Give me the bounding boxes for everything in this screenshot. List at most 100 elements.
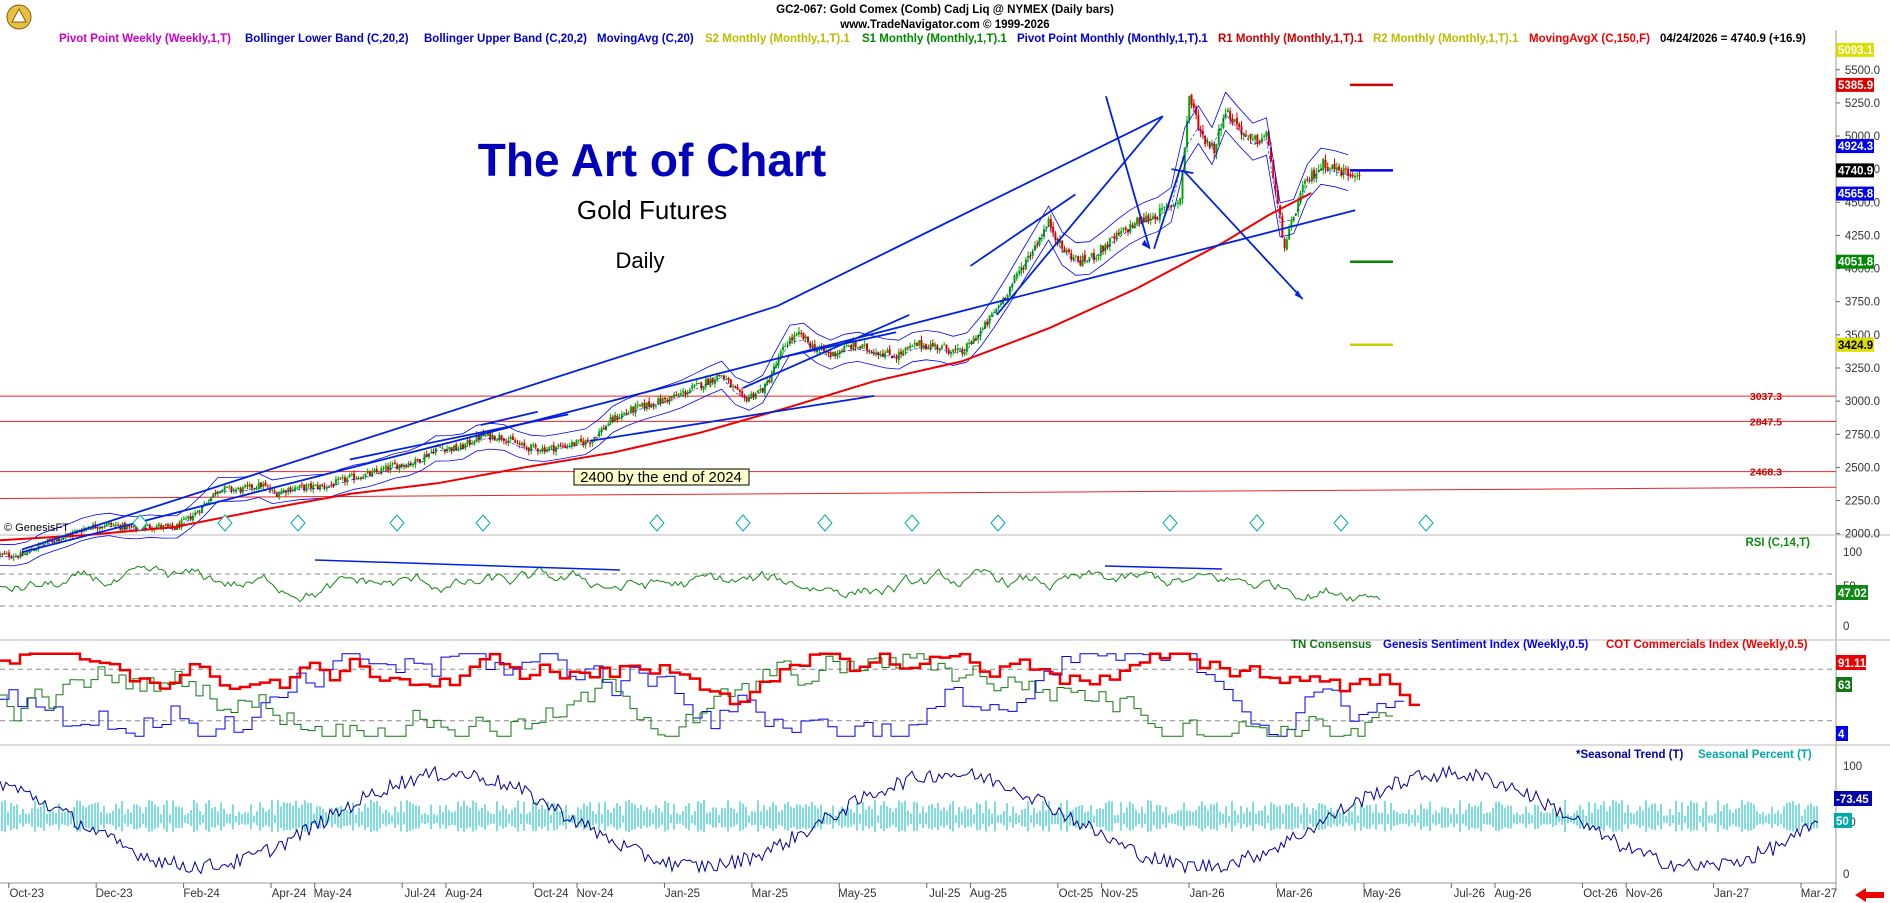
candle-body <box>248 484 251 487</box>
candle-body <box>827 351 830 354</box>
candle-body <box>1047 218 1050 227</box>
candle-body <box>713 380 716 384</box>
candle-body <box>1095 257 1098 260</box>
candle-body <box>993 312 996 314</box>
candle-body <box>834 352 837 356</box>
candle-body <box>278 493 281 498</box>
candle-body <box>425 454 428 458</box>
seasonal-percent-legend: Seasonal Percent (T) <box>1698 749 1812 761</box>
candle-body <box>375 468 378 472</box>
candle-body <box>491 434 494 439</box>
candle-body <box>114 524 117 526</box>
candle-body <box>1329 168 1332 170</box>
date-tick-label: Jan-26 <box>1189 888 1224 900</box>
candle-body <box>965 343 968 352</box>
candle-body <box>736 387 739 390</box>
candle-body <box>654 405 657 407</box>
candle-body <box>350 473 353 475</box>
rsi-line <box>0 565 1381 603</box>
candle-body <box>368 471 371 476</box>
candle-body <box>909 345 912 349</box>
moving-avg-x-line <box>0 192 1312 542</box>
candle-body <box>775 364 778 368</box>
candle-body <box>339 478 342 480</box>
price-tick-label: 3750.0 <box>1845 297 1880 309</box>
candle-body <box>943 344 946 346</box>
trendline <box>777 115 1164 307</box>
candle-body <box>593 437 596 440</box>
candle-body <box>729 379 732 388</box>
candle-body <box>257 482 260 490</box>
candle-body <box>988 315 991 324</box>
candle-body <box>766 381 769 386</box>
candle-body <box>1229 111 1232 120</box>
candle-body <box>795 333 798 336</box>
trendline <box>969 193 1076 267</box>
candle-body <box>1353 175 1356 177</box>
candle-body <box>337 478 340 481</box>
candle-body <box>986 321 989 325</box>
candle-body <box>1099 244 1102 257</box>
candle-body <box>949 353 952 355</box>
candle-body <box>1074 255 1077 257</box>
candle-body <box>1226 109 1229 112</box>
trendline <box>1105 96 1151 249</box>
candle-body <box>534 444 537 448</box>
candle-body <box>679 393 682 396</box>
candle-body <box>963 352 966 355</box>
candle-body <box>1147 215 1150 222</box>
candle-body <box>216 491 219 495</box>
bollinger-lower-band <box>0 129 1349 567</box>
candle-body <box>956 348 959 350</box>
candle-body <box>489 431 492 440</box>
bollinger-upper-band <box>0 91 1349 546</box>
candle-body <box>475 434 478 442</box>
candle-body <box>480 432 483 439</box>
candle-body <box>439 446 442 448</box>
candle-body <box>1038 237 1041 246</box>
candle-body <box>457 449 460 451</box>
price-tick-label: 2000.0 <box>1845 529 1880 541</box>
moving-avg-150-line <box>0 192 1312 542</box>
candle-body <box>325 487 328 489</box>
candle-body <box>1335 167 1338 171</box>
candle-body <box>1070 253 1073 260</box>
candle-body <box>918 340 921 346</box>
tn-consensus-legend: TN Consensus <box>1291 639 1372 651</box>
candle-body <box>727 377 730 381</box>
candle-body <box>486 432 489 436</box>
date-tick-label: Nov-24 <box>576 888 614 900</box>
candle-body <box>33 550 36 552</box>
cot-value-tag <box>1836 655 1866 670</box>
candle-body <box>972 338 975 344</box>
horizontal-level-label: 3037.3 <box>1750 391 1782 403</box>
candle-body <box>716 375 719 381</box>
candle-body <box>1015 273 1018 277</box>
price-tag-bg <box>1836 254 1874 269</box>
candle-body <box>1083 254 1086 261</box>
scroll-right-arrow-icon[interactable] <box>1855 888 1884 902</box>
legend-pivot-weekly: Pivot Point Weekly (Weekly,1,T) <box>59 33 231 45</box>
candle-body <box>8 552 11 558</box>
diamond-marker-icon <box>389 514 405 532</box>
candle-body <box>1220 128 1223 131</box>
candle-body <box>616 415 619 420</box>
candle-body <box>1245 134 1248 136</box>
candle-body <box>922 344 925 349</box>
candle-body <box>514 440 517 443</box>
candle-body <box>684 391 687 395</box>
candle-body <box>938 348 941 351</box>
candle-body <box>334 479 337 486</box>
candle-body <box>1215 143 1218 154</box>
candle-body <box>641 402 644 407</box>
candle-body <box>1186 120 1189 147</box>
candle-body <box>1240 126 1243 135</box>
date-tick-label: Mar-26 <box>1276 888 1312 900</box>
candle-body <box>800 332 803 334</box>
candle-body <box>198 511 201 513</box>
candle-body <box>577 439 580 441</box>
candle-body <box>1111 236 1114 238</box>
candle-body <box>1165 205 1168 207</box>
candle-body <box>518 443 521 445</box>
legend-bollinger-upper: Bollinger Upper Band (C,20,2) <box>424 33 587 45</box>
